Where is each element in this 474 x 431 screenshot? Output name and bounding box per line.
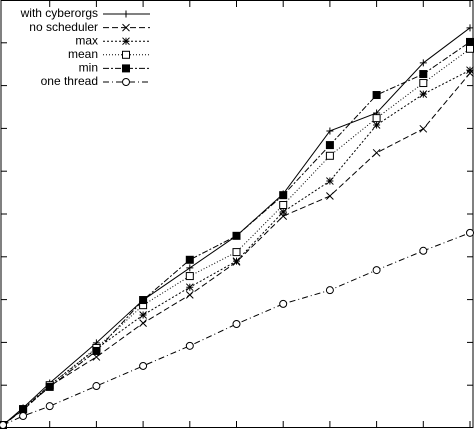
marker	[232, 319, 241, 328]
marker	[185, 283, 194, 292]
marker	[372, 121, 381, 129]
marker	[45, 402, 54, 411]
marker	[326, 177, 334, 185]
marker	[185, 291, 194, 299]
marker	[139, 319, 147, 327]
marker	[232, 248, 241, 257]
marker	[372, 91, 381, 100]
series-line	[2, 72, 471, 426]
series-line	[2, 41, 471, 426]
marker	[279, 299, 288, 308]
marker	[466, 44, 474, 53]
series-line	[2, 27, 471, 426]
legend-label: min	[79, 61, 98, 75]
marker	[325, 141, 334, 150]
marker	[19, 405, 28, 414]
series	[0, 37, 474, 430]
marker	[0, 421, 7, 430]
marker	[139, 361, 148, 370]
marker	[122, 50, 130, 59]
marker	[232, 257, 241, 265]
marker	[466, 24, 474, 32]
marker	[122, 23, 130, 32]
marker	[279, 191, 288, 200]
marker	[185, 272, 194, 281]
marker	[139, 311, 147, 319]
marker	[139, 296, 148, 305]
legend-label: max	[75, 33, 98, 47]
marker	[372, 114, 381, 123]
marker	[325, 151, 334, 160]
marker	[186, 264, 194, 272]
marker	[326, 192, 334, 200]
legend-label: mean	[68, 47, 98, 61]
series	[0, 66, 474, 429]
marker	[122, 10, 130, 18]
marker	[325, 286, 334, 295]
marker	[372, 148, 381, 157]
marker	[232, 231, 241, 240]
marker	[122, 78, 130, 86]
marker	[279, 201, 288, 210]
marker	[419, 79, 428, 88]
marker	[185, 255, 194, 264]
marker	[466, 228, 474, 237]
marker	[122, 64, 130, 73]
marker	[419, 70, 428, 79]
legend-label: with cyberorgs	[20, 6, 98, 20]
marker	[466, 66, 474, 75]
marker	[419, 90, 428, 99]
series-line	[2, 48, 471, 426]
marker	[419, 59, 427, 67]
marker	[372, 266, 381, 275]
marker	[19, 412, 28, 421]
marker	[419, 246, 428, 255]
marker	[185, 341, 194, 350]
marker	[92, 382, 101, 391]
marker	[466, 37, 474, 46]
marker	[419, 124, 428, 133]
marker	[45, 382, 54, 391]
series	[0, 228, 474, 430]
legend-label: one thread	[41, 74, 98, 88]
marker	[92, 346, 101, 355]
marker	[122, 37, 130, 46]
legend-label: no scheduler	[29, 20, 98, 34]
series-line	[2, 69, 471, 426]
marker	[279, 208, 288, 216]
marker	[326, 127, 334, 135]
